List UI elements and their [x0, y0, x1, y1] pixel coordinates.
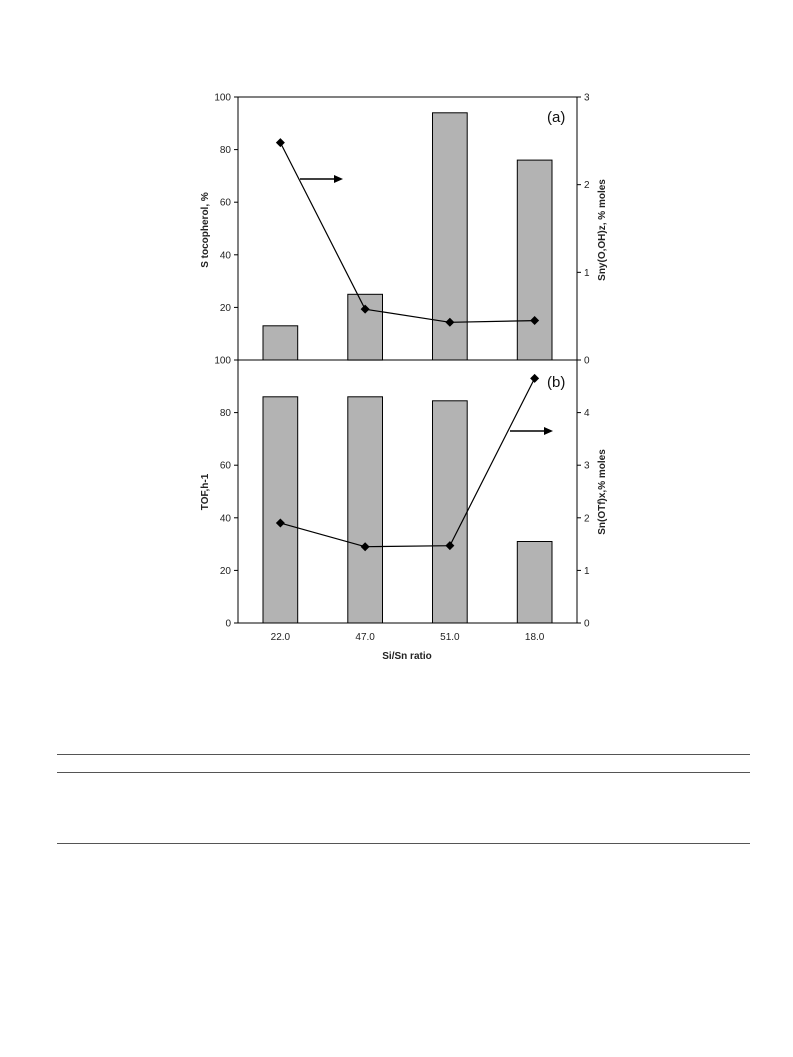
panel-a-label: (a) [547, 109, 565, 126]
table-top-rule [57, 754, 750, 755]
panel-b-y-ticks: 100 80 60 40 20 0 [214, 356, 238, 630]
panel-b-label: (b) [547, 374, 565, 391]
panel-a-marker-3 [445, 317, 455, 327]
panel-b-y2-tick-label: 4 [584, 408, 590, 419]
table-header-rule [57, 772, 750, 773]
x-tick-label: 47.0 [355, 632, 375, 643]
panel-b-bar-3 [432, 400, 468, 624]
panel-b-y-tick-label: 60 [220, 461, 232, 472]
panel-a-y-axis-label: S tocopherol, % [200, 192, 211, 268]
panel-b-y-tick-label: 20 [220, 566, 232, 577]
panel-a-marker-1 [275, 138, 285, 148]
panel-a-bar-1 [262, 325, 299, 361]
panel-a-y2-tick-label: 0 [584, 356, 590, 367]
panel-a-y2-tick-label: 3 [584, 93, 590, 104]
panel-b-series-line [280, 378, 536, 548]
x-tick-label: 18.0 [525, 632, 545, 643]
panel-b-marker-1 [275, 518, 285, 528]
panel-a-y2-tick-label: 1 [584, 268, 590, 279]
panel-b-y2-axis-label: Sn(OTf)x,% moles [597, 449, 608, 535]
panel-b-x-ticks: 22.0 47.0 51.0 18.0 [271, 632, 545, 643]
panel-b-line [275, 373, 540, 552]
panel-a-y2-axis-label: Sny(O,OH)z, % moles [597, 179, 608, 281]
panel-a-y-ticks: 100 80 60 40 20 [214, 93, 238, 314]
panel-b-bar-1 [262, 396, 299, 624]
panel-a-bar-4 [516, 159, 553, 361]
panel-b-bar-2 [347, 396, 383, 624]
x-axis-label: Si/Sn ratio [382, 651, 431, 662]
panel-b-y-tick-label: 40 [220, 513, 232, 524]
panel-a-bars [262, 112, 553, 361]
panel-b-marker-3 [445, 541, 455, 551]
panel-b-y-tick-label: 0 [225, 619, 231, 630]
panel-a-marker-2 [360, 304, 370, 314]
panel-b-arrow [510, 427, 553, 435]
panel-a-y-tick-label: 80 [220, 145, 232, 156]
panel-a-y-tick-label: 60 [220, 198, 232, 209]
panel-a-bar-2 [347, 293, 383, 361]
panel-b-marker-4 [530, 373, 540, 383]
panel-b-y2-tick-label: 3 [584, 461, 590, 472]
panel-a-y-tick-label: 20 [220, 303, 232, 314]
panel-b-y2-tick-label: 0 [584, 619, 590, 630]
x-tick-label: 51.0 [440, 632, 460, 643]
panel-a-y2-tick-label: 2 [584, 180, 590, 191]
panel-b-y-tick-label: 80 [220, 408, 232, 419]
panel-a: 100 80 60 40 20 3 2 1 0 S tocopherol, % Sny(O,O… [200, 93, 608, 367]
x-tick-label: 22.0 [271, 632, 291, 643]
panel-a-y-tick-label: 40 [220, 250, 232, 261]
table-bottom-rule [57, 843, 750, 844]
panel-a-arrow [300, 175, 343, 183]
panel-a-series-line [279, 142, 535, 323]
panel-b-y2-tick-label: 2 [584, 513, 590, 524]
panel-b-y2-ticks: 4 3 2 1 0 [577, 408, 590, 630]
panel-a-marker-4 [530, 316, 540, 326]
panel-a-y2-ticks: 3 2 1 0 [577, 93, 590, 367]
panel-b-y-axis-label: TOF,h-1 [200, 473, 211, 510]
panel-b: 100 80 60 40 20 0 4 3 2 1 0 22.0 47.0 51.0 18.0 TOF,… [200, 356, 608, 663]
panel-b-bar-4 [516, 541, 553, 624]
panel-b-marker-2 [360, 542, 370, 552]
panel-a-y-tick-label: 100 [214, 93, 231, 104]
panel-a-line [275, 138, 540, 327]
panel-b-y-tick-label: 100 [214, 356, 231, 367]
panel-b-y2-tick-label: 1 [584, 566, 590, 577]
panel-b-plot-frame [237, 359, 578, 624]
panel-b-bars [262, 396, 553, 624]
